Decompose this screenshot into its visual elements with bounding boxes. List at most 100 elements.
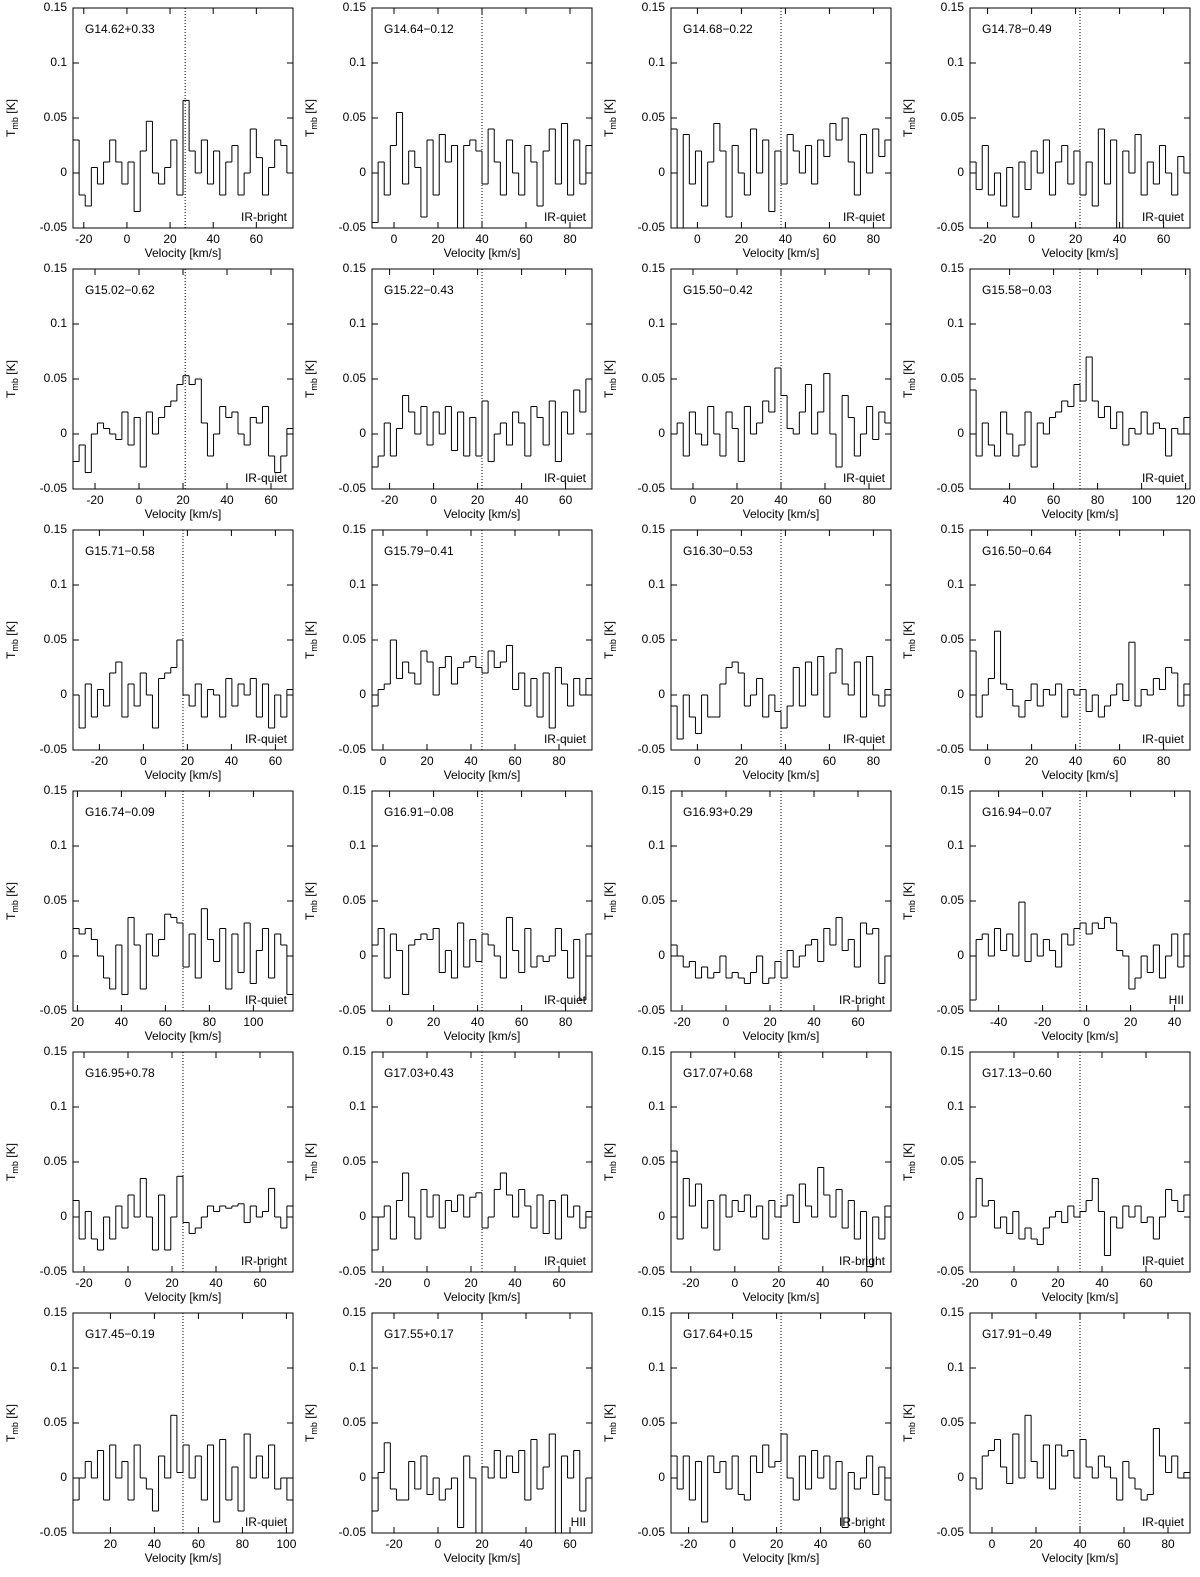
y-tick-label: 0.05	[941, 1154, 965, 1168]
y-tick-label: 0	[658, 426, 665, 440]
x-axis-label: Velocity [km/s]	[743, 1290, 820, 1304]
x-tick-label: 40	[115, 1015, 129, 1029]
x-axis-label: Velocity [km/s]	[743, 768, 820, 782]
y-tick-label: 0.05	[642, 371, 666, 385]
x-tick-label: 60	[563, 1537, 577, 1551]
y-label-main: T	[303, 129, 317, 137]
y-tick-label: 0	[359, 948, 366, 962]
y-tick-label: 0	[658, 948, 665, 962]
source-name: G17.13−0.60	[982, 1066, 1052, 1080]
x-tick-label: 100	[243, 1015, 263, 1029]
source-class: IR-quiet	[245, 1515, 288, 1529]
x-tick-label: 20	[735, 754, 749, 768]
x-axis-label: Velocity [km/s]	[1042, 507, 1119, 521]
y-label-main: T	[602, 912, 616, 920]
x-tick-label: 60	[860, 1276, 874, 1290]
y-label-main: T	[303, 912, 317, 920]
x-tick-label: 40	[148, 1537, 162, 1551]
x-tick-label: 40	[779, 754, 793, 768]
x-tick-label: 0	[386, 1015, 393, 1029]
y-tick-label: 0.05	[343, 1154, 367, 1168]
x-tick-label: 40	[225, 754, 239, 768]
x-tick-label: 40	[515, 493, 529, 507]
y-label-sub: mb	[10, 900, 20, 913]
x-axis-label: Velocity [km/s]	[145, 768, 222, 782]
y-tick-label: -0.05	[638, 1525, 666, 1539]
x-axis-label: Velocity [km/s]	[145, 246, 222, 260]
x-tick-label: 20	[1029, 1537, 1043, 1551]
y-tick-label: 0.1	[349, 316, 366, 330]
y-label-main: T	[602, 390, 616, 398]
x-tick-label: 80	[867, 232, 881, 246]
y-tick-label: 0.15	[44, 783, 68, 797]
x-axis-label: Velocity [km/s]	[444, 1290, 521, 1304]
x-tick-label: 0	[1028, 232, 1035, 246]
y-tick-label: 0.15	[44, 1044, 68, 1058]
y-label-sub: mb	[907, 1422, 917, 1435]
x-tick-label: 20	[471, 493, 485, 507]
y-label-sub: mb	[907, 117, 917, 130]
y-label-main: T	[303, 1173, 317, 1181]
source-name: G16.50−0.64	[982, 544, 1052, 558]
y-tick-label: 0.05	[642, 110, 666, 124]
source-class: IR-bright	[241, 210, 288, 224]
y-label-unit: [K]	[602, 99, 616, 117]
x-tick-label: 20	[420, 754, 434, 768]
y-label-unit: [K]	[4, 99, 18, 117]
x-tick-label: 0	[124, 232, 131, 246]
source-name: G16.74−0.09	[85, 805, 155, 819]
y-tick-label: 0	[957, 687, 964, 701]
source-class: IR-bright	[839, 1254, 886, 1268]
x-tick-label: 100	[1132, 493, 1152, 507]
y-tick-label: 0.05	[642, 1154, 666, 1168]
source-name: G15.50−0.42	[683, 283, 753, 297]
x-tick-label: 20	[770, 1537, 784, 1551]
x-tick-label: 80	[1161, 1537, 1175, 1551]
source-name: G16.30−0.53	[683, 544, 753, 558]
source-name: G14.64−0.12	[384, 22, 454, 36]
y-label-unit: [K]	[303, 99, 317, 117]
x-tick-label: 60	[823, 754, 837, 768]
y-label-sub: mb	[907, 1161, 917, 1174]
y-label-main: T	[901, 390, 915, 398]
y-axis-label: Tmb [K]	[901, 1143, 917, 1181]
y-tick-label: 0.05	[343, 1415, 367, 1429]
y-label-main: T	[602, 651, 616, 659]
y-axis-label: Tmb [K]	[303, 1143, 319, 1181]
y-label-unit: [K]	[303, 882, 317, 900]
y-tick-label: 0.05	[44, 1154, 68, 1168]
x-tick-label: 60	[1157, 232, 1171, 246]
x-tick-label: 40	[816, 1276, 830, 1290]
x-tick-label: 40	[1073, 1537, 1087, 1551]
y-tick-label: 0.1	[648, 55, 665, 69]
y-tick-label: 0.15	[343, 1305, 367, 1319]
y-tick-label: 0.15	[343, 1044, 367, 1058]
y-label-unit: [K]	[901, 99, 915, 117]
y-tick-label: 0.05	[642, 1415, 666, 1429]
y-tick-label: 0.15	[44, 522, 68, 536]
y-axis-label: Tmb [K]	[901, 882, 917, 920]
x-tick-label: 0	[136, 493, 143, 507]
x-tick-label: 0	[140, 754, 147, 768]
y-label-unit: [K]	[4, 1143, 18, 1161]
y-tick-label: 0.05	[941, 110, 965, 124]
y-label-sub: mb	[10, 1161, 20, 1174]
y-label-main: T	[602, 129, 616, 137]
source-name: G17.45−0.19	[85, 1327, 155, 1341]
y-label-unit: [K]	[4, 882, 18, 900]
x-tick-label: -20	[961, 1276, 979, 1290]
source-name: G17.03+0.43	[384, 1066, 454, 1080]
source-class: IR-quiet	[245, 471, 288, 485]
y-label-unit: [K]	[303, 621, 317, 639]
y-axis-label: Tmb [K]	[602, 882, 618, 920]
x-tick-label: 60	[269, 754, 283, 768]
y-label-main: T	[4, 651, 18, 659]
source-class: IR-bright	[839, 1515, 886, 1529]
x-tick-label: 80	[559, 1015, 573, 1029]
y-tick-label: -0.05	[937, 742, 965, 756]
x-tick-label: 60	[858, 1537, 872, 1551]
y-axis-label: Tmb [K]	[303, 99, 319, 137]
y-label-main: T	[901, 129, 915, 137]
y-tick-label: 0.15	[941, 783, 965, 797]
y-tick-label: 0.05	[44, 1415, 68, 1429]
